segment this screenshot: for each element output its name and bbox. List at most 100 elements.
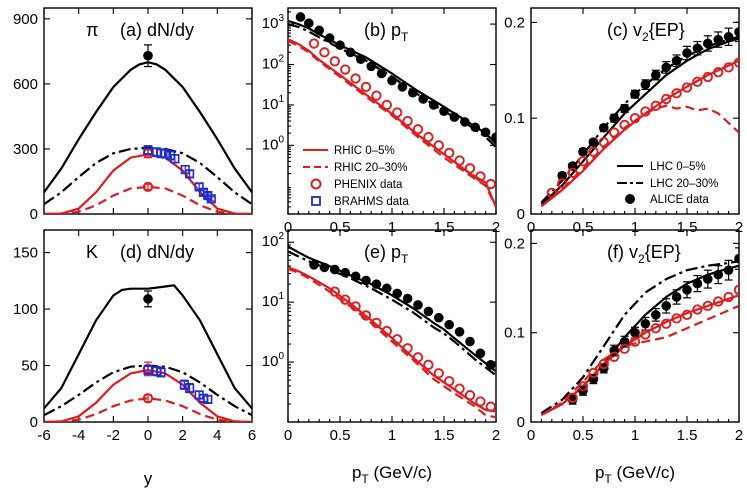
phenix-data-point [340,294,351,305]
x-tick-label: 2 [492,219,500,236]
panel-f-plot-area [540,247,739,416]
x-tick-label: 1 [388,427,396,444]
alice-data-point [557,170,567,181]
alice-data-point [330,264,340,275]
brahms-data-point [206,194,216,204]
panel-c-title: (c) v2{EP} [607,20,685,44]
phenix-data-point [402,115,413,127]
alice-data-point [382,283,392,294]
brahms-data-point [156,367,166,377]
phenix-data-point [692,76,703,87]
phenix-data-point [588,367,599,379]
phenix-data-point [381,325,392,337]
x-tick-label: -6 [37,427,50,444]
phenix-data-point [433,140,444,151]
alice-data-point [470,122,481,133]
brahms-data-point [185,169,195,179]
phenix-data-point [609,351,620,362]
alice-data-point [439,106,449,116]
phenix-data-point [475,171,486,182]
x-tick-label: -4 [72,427,85,444]
phenix-data-point [329,286,340,297]
x-tick-label: -2 [107,427,120,444]
phenix-data-point [661,318,672,329]
panel-d: -6 -4 -2 0 2 4 6 0 50 100 150 (d) dN/dy K [13,230,256,444]
y-tick-label: 101 [262,94,285,113]
x-tick-label: 1 [631,427,639,444]
series-line-lhc-0-5- [288,245,496,373]
alice-data-point [619,103,630,114]
x-tick-label: 0.5 [330,427,351,444]
alice-data-point [713,34,723,45]
y-tick-label: 50 [21,358,38,375]
alice-data-point [434,312,444,323]
panel-c-plot-area [540,21,739,208]
alice-data-point [397,82,408,92]
phenix-data-point [619,119,630,131]
phenix-data-point [681,82,693,93]
alice-data-point [402,293,413,304]
phenix-data-point [392,334,403,345]
phenix-data-point [371,317,382,329]
phenix-data-point [319,47,330,58]
panel-b-title: (b) pT [364,20,409,44]
phenix-data-point [609,127,620,138]
alice-data-point [319,262,330,273]
alice-data-point [651,310,661,320]
legend-rhic: RHIC 0–5% RHIC 20–30% PHENIX data BRAHMS… [303,145,409,208]
phenix-data-point [475,396,486,407]
phenix-data-point [485,178,496,190]
alice-data-point [703,38,713,49]
phenix-data-point [567,392,578,404]
phenix-data-point [392,107,403,118]
alice-data-point [423,306,434,317]
phenix-data-point [329,56,340,67]
alice-data-point [376,68,387,79]
x-tick-label: 1 [388,219,396,236]
alice-data-point [413,300,423,310]
phenix-data-point [433,368,444,379]
y-tick-label: 0.1 [504,110,525,127]
y-tick-label: 0.2 [504,235,525,252]
phenix-data-point [577,156,589,167]
alice-data-point [640,318,651,329]
panel-f-title: (f) v2{EP} [607,242,681,266]
x-axis-label-y: y [144,469,153,488]
x-tick-label: 0 [284,427,292,444]
x-tick-label: 0 [284,219,292,236]
alice-data-point [651,70,661,80]
series-line-lhc-20-30- [288,250,496,377]
alice-data-point [491,132,496,142]
x-tick-label: 1.5 [434,219,455,236]
phenix-data-point [640,106,651,117]
x-tick-label: 1.5 [677,219,698,236]
x-tick-label: 2 [492,427,500,444]
y-tick-label: 600 [13,76,38,93]
alice-data-point [661,301,671,311]
alice-data-point [454,327,465,337]
panel-d-title: (d) dN/dy [120,242,194,262]
phenix-data-point [371,90,382,101]
alice-data-point [335,40,345,51]
y-tick-label: 900 [13,11,38,28]
x-tick-label: 2 [735,427,743,444]
phenix-data-point [629,336,641,347]
x-tick-label: 2 [178,427,186,444]
phenix-data-point [598,136,609,148]
phenix-data-point [671,88,682,99]
alice-data-point [734,253,739,264]
alice-data-point [630,89,640,100]
legend-lhc-20-30-label: LHC 20–30% [650,178,718,190]
phenix-data-point [350,301,361,312]
brahms-data-point [170,154,180,164]
alice-data-point [588,137,599,147]
phenix-data-point [454,155,465,166]
phenix-data-point [381,99,392,111]
phenix-data-point [681,309,693,320]
alice-data-point [366,61,377,72]
alice-data-point [444,319,455,330]
x-tick-label: 1 [631,219,639,236]
panel-e-title: (e) pT [364,242,409,266]
legend-brahms-label: BRAHMS data [334,196,409,208]
